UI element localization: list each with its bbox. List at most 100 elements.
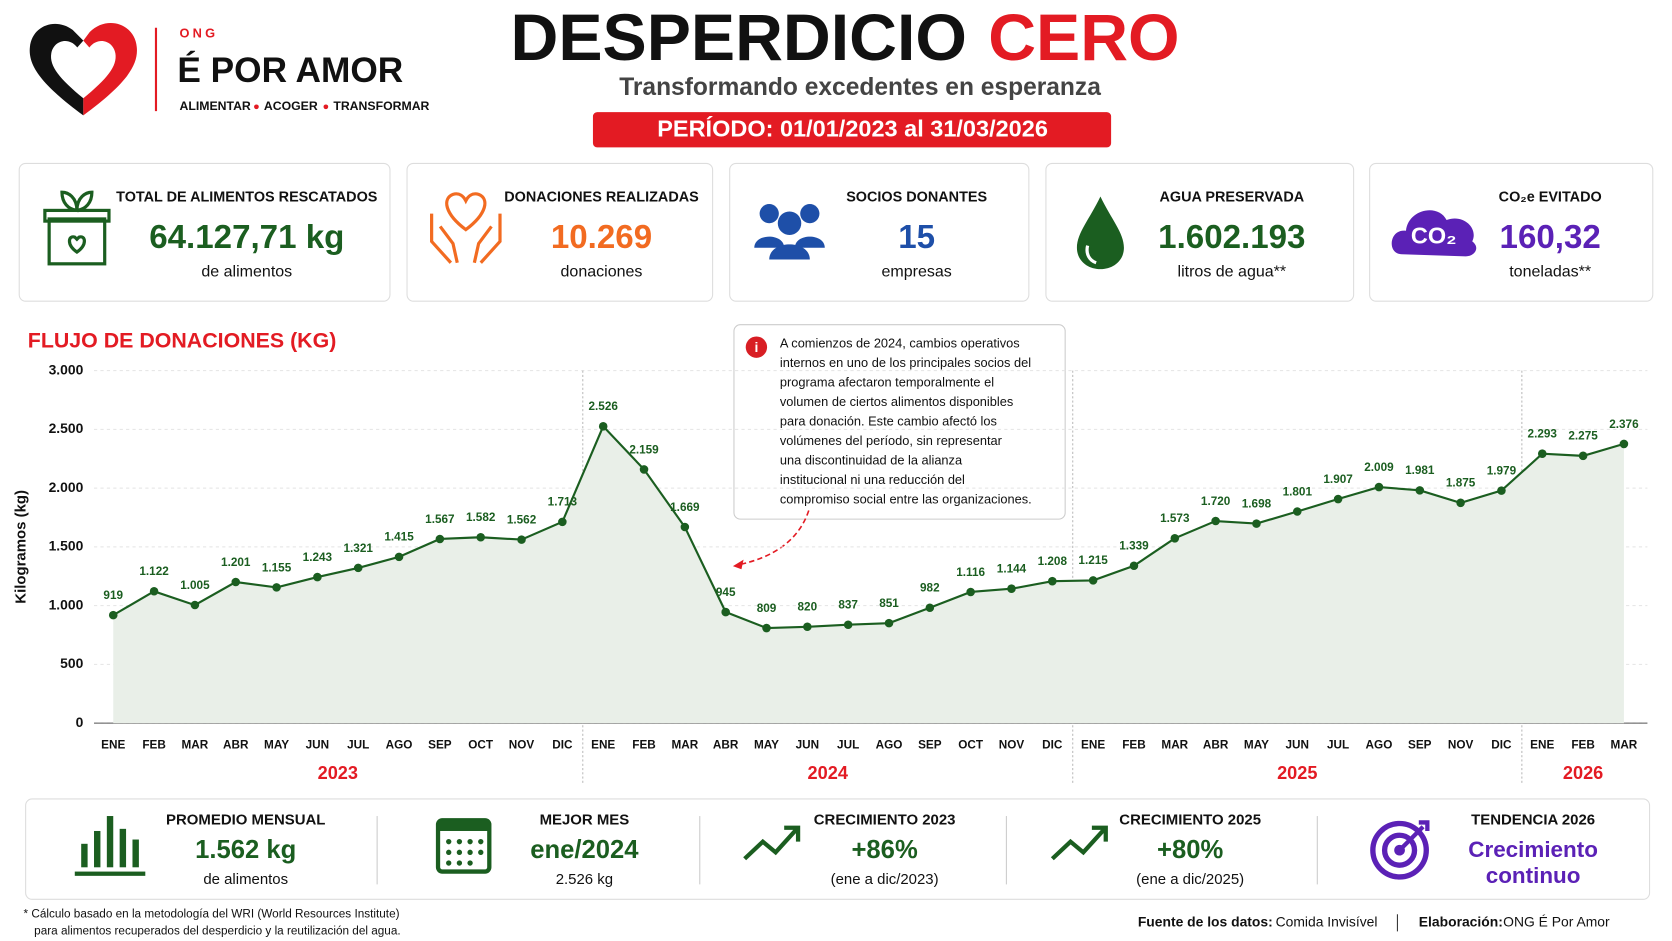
tagline-word: ALIMENTAR [179,99,250,113]
kpi-label: AGUA PRESERVADA [1160,189,1305,205]
summary-value: ene/2024 [530,836,639,864]
value-label: 1.005 [180,579,210,592]
point [517,535,526,544]
source-label: Fuente de los datos: [1138,914,1273,930]
x-tick-label: MAY [264,739,289,752]
kpi-unit: toneladas** [1509,263,1591,281]
point [721,607,730,617]
kpi-label: CO₂e EVITADO [1499,189,1602,205]
info-icon-glyph: i [754,339,758,355]
summary-detail: continuo [1486,863,1581,888]
point [1170,534,1180,543]
kpi-value: 64.127,71 kg [149,219,344,256]
summary-label: MEJOR MES [540,811,630,828]
point [680,522,690,532]
kpi-value: 1.602.193 [1158,219,1305,256]
annotation-arrow [737,510,810,566]
summary-label: CRECIMIENTO 2025 [1119,811,1261,828]
x-tick-label: MAY [1244,739,1269,752]
drop-shine [1085,245,1097,265]
value-label: 2.526 [588,400,618,413]
kpi-unit: empresas [881,263,951,281]
value-label: 809 [757,602,777,615]
y-tick-label: 3.000 [49,361,84,377]
area [113,426,1624,724]
x-tick-label: ENE [591,739,615,752]
y-axis-label: Kilogramos (kg) [12,490,29,604]
point [272,583,281,592]
point [476,532,485,542]
value-label: 1.875 [1446,477,1476,490]
x-tick-label: JUL [1327,739,1349,752]
cloud-icon [1391,210,1477,257]
point [1374,482,1384,492]
value-label: 1.713 [548,496,578,509]
value-label: 1.801 [1283,485,1313,498]
point [639,465,649,474]
point [1578,451,1588,461]
x-tick-label: NOV [999,739,1025,752]
value-label: 1.582 [466,511,496,524]
y-tick-label: 2.000 [49,479,84,495]
x-tick-label: AGO [876,739,903,752]
x-tick-label: FEB [1571,739,1595,752]
x-tick-label: ENE [1081,739,1105,752]
year-label: 2024 [808,763,848,783]
point [190,600,200,610]
point [1048,576,1057,586]
info-icon [745,336,768,358]
annotation-line: una discontinuidad de la alianza [780,453,963,468]
point [843,620,853,630]
y-tick-label: 2.500 [49,420,84,436]
summary-value: +80% [1157,836,1223,864]
x-tick-label: AGO [386,739,413,752]
annotation-line: volúmenes del período, sin representar [780,433,1003,448]
x-tick-label: OCT [468,739,494,752]
title-accent: CERO [988,1,1179,75]
annotation-line: compromiso social entre las organizacion… [780,492,1032,507]
x-tick-label: JUN [796,739,820,752]
x-tick-label: AGO [1366,739,1393,752]
kpi-card [18,162,391,302]
point [1619,439,1629,449]
y-tick-label: 1.000 [49,596,84,612]
point [1456,498,1465,508]
year-label: 2025 [1277,763,1317,783]
value-label: 1.155 [262,561,292,574]
value-label: 1.339 [1119,540,1149,553]
x-tick-label: JUN [306,739,330,752]
x-tick-label: ABR [713,739,739,752]
logo [29,23,137,116]
point [1088,576,1098,585]
value-label: 1.979 [1487,464,1517,477]
value-label: 1.122 [139,565,169,578]
value-label: 1.201 [221,556,251,569]
kpi-value: 15 [898,219,935,256]
x-tick-label: SEP [1408,739,1432,752]
x-tick-label: FEB [1122,739,1146,752]
cloud-icon-text: CO₂ [1411,222,1457,248]
x-tick-label: MAR [671,739,698,752]
hands-icon [430,192,502,264]
year-label: 2026 [1563,763,1603,783]
value-label: 919 [103,589,123,602]
x-tick-label: SEP [918,739,942,752]
kpi-value: 10.269 [551,219,652,256]
x-tick-label: ABR [1203,739,1229,752]
x-tick-label: MAR [1161,739,1188,752]
tagline-word: ACOGER [264,99,318,113]
x-tick-label: DIC [552,739,573,752]
point [884,618,894,628]
x-tick-label: DIC [1042,739,1063,752]
summary-box [25,798,1651,900]
kpi-unit: de alimentos [201,263,292,281]
value-label: 2.293 [1528,428,1558,441]
value-label: 820 [798,601,818,614]
point [762,623,771,633]
value-label: 1.698 [1242,497,1272,510]
credit: ONG É Por Amor [1503,914,1610,930]
point [1293,507,1302,516]
value-label: 1.415 [384,531,414,544]
